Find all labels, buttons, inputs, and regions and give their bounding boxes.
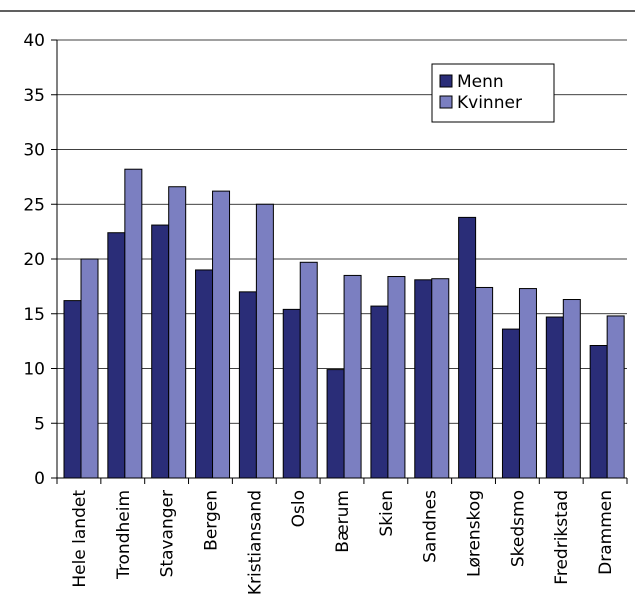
bar-menn-12	[589, 345, 608, 479]
bar-menn-6	[326, 369, 345, 479]
legend-swatch-menn	[439, 74, 453, 88]
bar-kvinner-6	[343, 274, 362, 479]
bar-menn-8	[414, 279, 433, 479]
legend-box	[431, 63, 555, 123]
y-tick-label: 30	[23, 141, 45, 161]
bars	[63, 168, 625, 479]
bar-kvinner-10	[518, 288, 537, 479]
y-tick-label: 5	[34, 414, 45, 434]
x-tick-label: Kristiansand	[245, 490, 265, 595]
bar-kvinner-8	[431, 278, 450, 479]
x-tick-label: Fredrikstad	[552, 490, 572, 585]
bar-menn-7	[370, 305, 389, 479]
x-tick-label: Stavanger	[158, 490, 178, 577]
x-tick-label: Skien	[377, 490, 397, 537]
bar-menn-1	[107, 232, 126, 479]
x-tick-label: Bergen	[201, 490, 221, 551]
y-tick-label: 25	[23, 195, 45, 215]
x-tick-label: Trondheim	[114, 490, 134, 580]
x-tick-label: Hele landet	[70, 490, 90, 588]
y-tick-label: 0	[34, 469, 45, 489]
x-tick-label: Sandnes	[421, 490, 441, 563]
x-tick-label: Skedsmo	[508, 490, 528, 567]
x-tick-label: Drammen	[596, 490, 616, 575]
y-tick-label: 10	[23, 360, 45, 380]
bar-menn-4	[238, 291, 257, 479]
y-axis-ticks: 0 5 10 15 20 25 30 35 40	[23, 31, 57, 489]
bar-kvinner-12	[606, 315, 625, 479]
bar-menn-2	[151, 224, 170, 479]
bar-menn-5	[282, 308, 301, 479]
bar-menn-3	[195, 269, 214, 479]
bar-kvinner-5	[299, 261, 318, 479]
legend-label-menn: Menn	[457, 72, 504, 92]
legend-swatch-kvinner	[439, 95, 453, 109]
y-tick-label: 20	[23, 250, 45, 270]
bar-kvinner-0	[80, 258, 99, 479]
bar-kvinner-9	[475, 286, 494, 479]
bar-kvinner-3	[212, 190, 231, 479]
y-tick-label: 15	[23, 305, 45, 325]
bar-kvinner-7	[387, 276, 406, 479]
bar-kvinner-4	[255, 203, 274, 479]
bar-menn-11	[545, 316, 564, 479]
x-tick-label: Lørenskog	[465, 490, 485, 577]
y-tick-label: 35	[23, 86, 45, 106]
bar-kvinner-1	[124, 168, 143, 479]
bar-menn-0	[63, 300, 82, 479]
x-tick-label: Bærum	[333, 490, 353, 553]
axes	[56, 40, 628, 484]
bar-kvinner-2	[168, 186, 187, 479]
bar-menn-9	[458, 216, 477, 479]
x-tick-label: Oslo	[289, 490, 309, 527]
bar-menn-10	[501, 328, 520, 479]
x-axis-labels: Hele landet Trondheim Stavanger Bergen Krist…	[70, 490, 616, 595]
y-tick-label: 40	[23, 31, 45, 51]
legend-label-kvinner: Kvinner	[457, 93, 522, 113]
bar-kvinner-11	[562, 299, 581, 479]
